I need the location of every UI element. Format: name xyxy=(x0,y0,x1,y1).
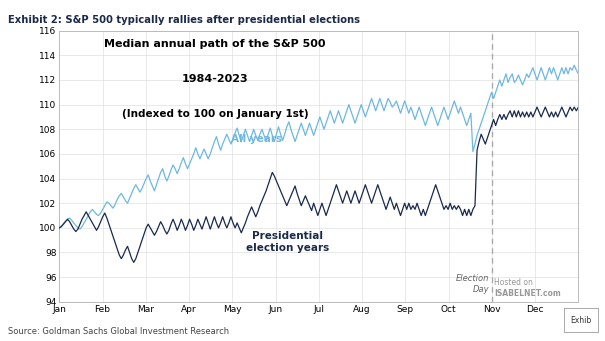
Text: (Indexed to 100 on January 1st): (Indexed to 100 on January 1st) xyxy=(122,109,309,119)
Text: All years: All years xyxy=(231,134,282,144)
Text: Presidential
election years: Presidential election years xyxy=(246,231,329,253)
Text: Election
Day: Election Day xyxy=(456,274,489,294)
Text: Exhibit 2: S&P 500 typically rallies after presidential elections: Exhibit 2: S&P 500 typically rallies aft… xyxy=(8,15,360,25)
Text: 1984-2023: 1984-2023 xyxy=(182,74,248,84)
Text: Exhib: Exhib xyxy=(571,316,592,325)
Text: ISABELNET.com: ISABELNET.com xyxy=(494,289,561,298)
Text: Median annual path of the S&P 500: Median annual path of the S&P 500 xyxy=(104,39,325,49)
Text: Hosted on: Hosted on xyxy=(494,278,533,287)
Text: Source: Goldman Sachs Global Investment Research: Source: Goldman Sachs Global Investment … xyxy=(8,327,229,336)
